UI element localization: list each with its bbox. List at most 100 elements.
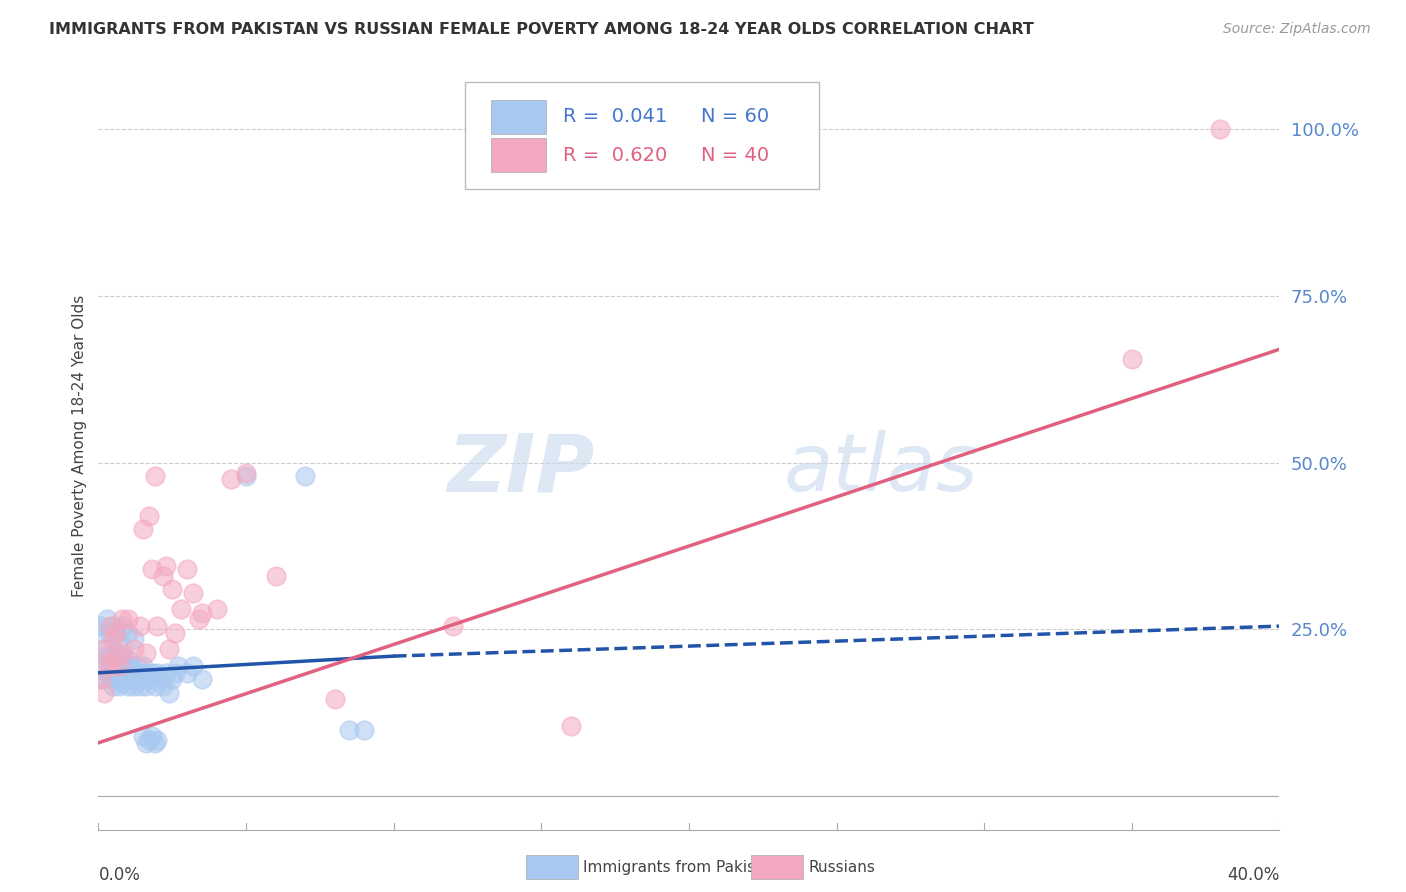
FancyBboxPatch shape bbox=[491, 100, 546, 134]
Point bbox=[205, 602, 228, 616]
Point bbox=[122, 665, 145, 680]
Point bbox=[235, 469, 257, 483]
Y-axis label: Female Poverty Among 18-24 Year Olds: Female Poverty Among 18-24 Year Olds bbox=[72, 295, 87, 597]
Point bbox=[90, 673, 112, 687]
Point bbox=[105, 625, 128, 640]
Point bbox=[135, 646, 157, 660]
Point bbox=[353, 723, 375, 737]
Point bbox=[111, 646, 134, 660]
Point bbox=[135, 679, 157, 693]
Point bbox=[111, 649, 134, 664]
Point bbox=[135, 736, 157, 750]
Text: ZIP: ZIP bbox=[447, 430, 595, 508]
Text: atlas: atlas bbox=[783, 430, 979, 508]
Point bbox=[120, 673, 142, 687]
Point bbox=[103, 646, 125, 660]
Point bbox=[98, 673, 121, 687]
Point bbox=[98, 656, 121, 670]
Point bbox=[93, 659, 115, 673]
Point bbox=[170, 602, 193, 616]
Point bbox=[162, 673, 183, 687]
Point bbox=[191, 673, 214, 687]
Point bbox=[323, 692, 346, 706]
Point bbox=[167, 659, 190, 673]
Text: Immigrants from Pakistan: Immigrants from Pakistan bbox=[583, 860, 780, 874]
Point bbox=[108, 679, 131, 693]
Point bbox=[117, 652, 139, 666]
Point bbox=[162, 582, 183, 597]
Text: 0.0%: 0.0% bbox=[98, 866, 141, 884]
Point bbox=[264, 569, 287, 583]
Point bbox=[176, 665, 198, 680]
Point bbox=[93, 642, 115, 657]
Point bbox=[165, 625, 187, 640]
Point bbox=[141, 665, 163, 680]
Point bbox=[132, 659, 155, 673]
Point bbox=[108, 652, 131, 666]
Point bbox=[128, 665, 150, 680]
Point bbox=[132, 673, 155, 687]
Point bbox=[96, 649, 118, 664]
Point bbox=[152, 569, 174, 583]
Point bbox=[125, 659, 148, 673]
Point bbox=[117, 625, 139, 640]
Point bbox=[117, 665, 139, 680]
Text: 40.0%: 40.0% bbox=[1227, 866, 1279, 884]
FancyBboxPatch shape bbox=[491, 138, 546, 172]
Point bbox=[93, 642, 115, 657]
Point bbox=[117, 612, 139, 626]
Point bbox=[98, 625, 121, 640]
Point bbox=[235, 466, 257, 480]
Point bbox=[120, 659, 142, 673]
Point bbox=[181, 586, 204, 600]
Point bbox=[132, 522, 155, 536]
Point bbox=[111, 675, 134, 690]
Point bbox=[141, 562, 163, 576]
Point bbox=[96, 656, 118, 670]
Point bbox=[294, 469, 316, 483]
Point bbox=[181, 659, 204, 673]
Text: Source: ZipAtlas.com: Source: ZipAtlas.com bbox=[1223, 22, 1371, 37]
Point bbox=[157, 686, 180, 700]
Point bbox=[103, 679, 125, 693]
Point bbox=[138, 732, 160, 747]
Point bbox=[111, 619, 134, 633]
Point bbox=[122, 632, 145, 647]
Point bbox=[138, 509, 160, 524]
Point bbox=[187, 612, 209, 626]
Point bbox=[143, 679, 166, 693]
Point bbox=[149, 673, 172, 687]
Point bbox=[221, 472, 243, 486]
Point bbox=[111, 612, 134, 626]
Text: N = 40: N = 40 bbox=[700, 145, 769, 165]
Point bbox=[93, 686, 115, 700]
Text: IMMIGRANTS FROM PAKISTAN VS RUSSIAN FEMALE POVERTY AMONG 18-24 YEAR OLDS CORRELA: IMMIGRANTS FROM PAKISTAN VS RUSSIAN FEMA… bbox=[49, 22, 1033, 37]
Point bbox=[117, 679, 139, 693]
Point bbox=[122, 642, 145, 657]
Point bbox=[96, 665, 118, 680]
Point bbox=[105, 646, 128, 660]
Point bbox=[122, 679, 145, 693]
Point bbox=[132, 729, 155, 743]
Point bbox=[108, 665, 131, 680]
Point bbox=[105, 659, 128, 673]
Point bbox=[155, 665, 177, 680]
Point bbox=[165, 665, 187, 680]
Point bbox=[93, 625, 115, 640]
Text: R =  0.041: R = 0.041 bbox=[562, 107, 666, 127]
Point bbox=[108, 659, 131, 673]
Point bbox=[105, 625, 128, 640]
Point bbox=[176, 562, 198, 576]
Point bbox=[1209, 122, 1232, 136]
Text: Russians: Russians bbox=[808, 860, 876, 874]
FancyBboxPatch shape bbox=[464, 81, 818, 189]
Point bbox=[108, 632, 131, 647]
Point bbox=[114, 659, 136, 673]
Point bbox=[441, 619, 464, 633]
Point bbox=[105, 649, 128, 664]
Point bbox=[98, 619, 121, 633]
Point bbox=[152, 679, 174, 693]
Point bbox=[105, 673, 128, 687]
Point bbox=[103, 632, 125, 647]
Point bbox=[146, 619, 169, 633]
